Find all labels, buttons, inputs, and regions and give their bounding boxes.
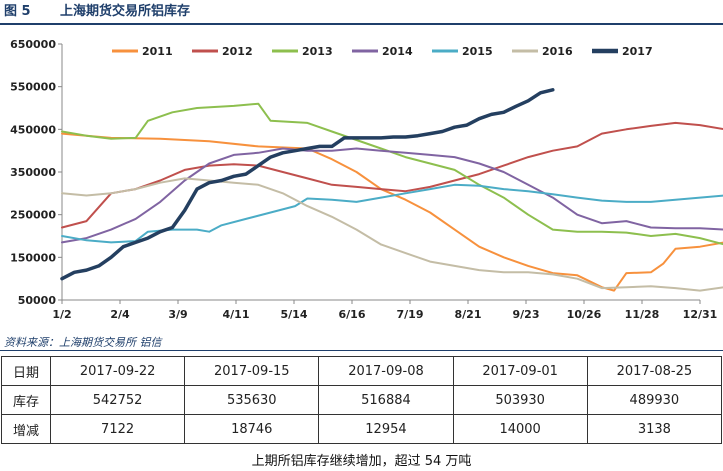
- table-cell: 3138: [586, 414, 723, 444]
- x-tick-label: 4/11: [223, 308, 250, 321]
- x-tick-label: 6/16: [339, 308, 366, 321]
- y-tick-label: 150000: [10, 251, 56, 264]
- table-header-row: 日期 2017-09-22 2017-09-15 2017-09-08 2017…: [1, 356, 723, 386]
- series-line-2012: [61, 121, 723, 229]
- figure-number: 图 5: [4, 4, 31, 19]
- figure-title: 图 5 上海期货交易所铝库存: [4, 2, 719, 22]
- legend-label-2013: 2013: [302, 45, 333, 58]
- y-tick-label: 250000: [10, 209, 56, 222]
- series-line-2017: [60, 88, 555, 281]
- table-cell: 503930: [452, 385, 588, 415]
- figure-caption: 上期所铝库存继续增加，超过 54 万吨: [251, 454, 472, 469]
- legend-label-2014: 2014: [382, 45, 413, 58]
- x-tick-label: 2/4: [110, 308, 130, 321]
- legend-label-2012: 2012: [222, 45, 253, 58]
- y-tick-label: 650000: [10, 38, 56, 51]
- figure-title-text: 上海期货交易所铝库存: [60, 4, 191, 19]
- x-tick-label: 5/14: [281, 308, 308, 321]
- x-tick-label: 11/28: [625, 308, 660, 321]
- table-header-cell: 2017-09-15: [184, 356, 320, 386]
- table-row: 增减 7122 18746 12954 14000 3138: [1, 414, 723, 444]
- source-rule: [0, 350, 723, 351]
- x-tick-label: 8/21: [455, 308, 482, 321]
- legend-label-2015: 2015: [462, 45, 493, 58]
- source-note: 资料来源：上海期货交易所 铝信: [4, 336, 162, 349]
- table-cell: 542752: [49, 385, 186, 415]
- x-tick-label: 3/9: [168, 308, 187, 321]
- legend-label-2016: 2016: [542, 45, 573, 58]
- table-header-cell: 2017-09-08: [318, 356, 454, 386]
- series-line-2014: [61, 147, 723, 244]
- y-tick-label: 550000: [10, 81, 56, 94]
- y-tick-label: 450000: [10, 123, 56, 136]
- table-cell: 516884: [318, 385, 454, 415]
- x-tick-label: 10/26: [567, 308, 602, 321]
- table-header-cell: 2017-08-25: [586, 356, 723, 386]
- table-cell: 7122: [49, 414, 186, 444]
- line-chart: 50000 150000 250000 350000 450000 550000 65000…: [10, 38, 723, 321]
- series-line-2013: [61, 102, 723, 246]
- table-cell: 18746: [184, 414, 320, 444]
- table-row-label: 增减: [1, 414, 51, 444]
- table-header-cell: 2017-09-01: [452, 356, 588, 386]
- table-cell: 535630: [184, 385, 320, 415]
- series-line-2016: [61, 177, 723, 292]
- table-header-cell: 2017-09-22: [49, 356, 186, 386]
- table-cell: 14000: [452, 414, 588, 444]
- y-tick-label: 350000: [10, 166, 56, 179]
- series-line-2015: [61, 183, 723, 244]
- inventory-table: 日期 2017-09-22 2017-09-15 2017-09-08 2017…: [1, 356, 723, 444]
- x-tick-label: 1/2: [52, 308, 71, 321]
- x-tick-label: 9/23: [513, 308, 540, 321]
- y-tick-label: 50000: [18, 294, 57, 307]
- table-cell: 12954: [318, 414, 454, 444]
- title-rule: [0, 23, 723, 25]
- series-line-2011: [61, 132, 723, 292]
- table-row: 库存 542752 535630 516884 503930 489930: [1, 385, 723, 415]
- table-header-cell: 日期: [1, 356, 51, 386]
- x-tick-label: 7/19: [397, 308, 424, 321]
- legend-label-2011: 2011: [142, 45, 173, 58]
- legend-label-2017: 2017: [622, 45, 653, 58]
- table-row-label: 库存: [1, 385, 51, 415]
- x-tick-label: 12/31: [683, 308, 718, 321]
- table-cell: 489930: [586, 385, 723, 415]
